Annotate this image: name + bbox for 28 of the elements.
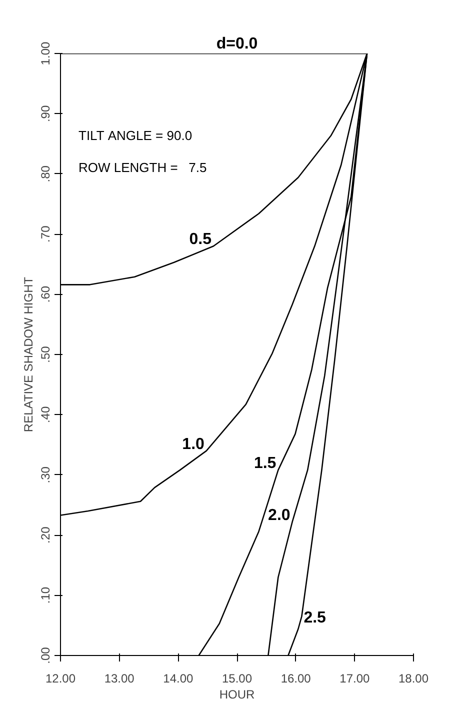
x-tick-label: 17.00	[340, 672, 370, 686]
series-label: 1.0	[182, 436, 205, 453]
y-tick-label: .70	[38, 225, 52, 242]
series-label: d=0.0	[216, 36, 258, 52]
y-tick-label: .60	[38, 286, 52, 303]
y-tick-label: .50	[38, 346, 52, 363]
x-tick-label: 16.00	[280, 672, 312, 686]
annotation: ROW LENGTH = 7.5	[78, 160, 207, 175]
series-label: 0.5	[189, 231, 212, 248]
y-tick-label: .30	[38, 466, 52, 484]
series-label: 2.0	[268, 506, 290, 524]
annotation: TILT ANGLE = 90.0	[78, 128, 192, 143]
x-tick-label: 12.00	[45, 672, 76, 686]
y-tick-label: .90	[38, 105, 52, 122]
x-tick-label: 15.00	[222, 672, 252, 686]
x-tick-label: 14.00	[163, 672, 194, 686]
series-label: 1.5	[254, 455, 276, 472]
x-tick-label: 18.00	[398, 672, 429, 686]
y-tick-label: .10	[38, 586, 52, 604]
y-tick-label: .00	[38, 646, 52, 664]
y-tick-label: 1.00	[38, 41, 52, 66]
y-tick-label: .40	[38, 406, 52, 424]
y-axis-title: RELATIVE SHADOW HIGHT	[22, 276, 36, 432]
x-axis-title: HOUR	[219, 688, 255, 702]
x-tick-label: 13.00	[104, 672, 135, 686]
series-label: 2.5	[304, 609, 326, 626]
y-tick-label: .20	[38, 526, 52, 544]
y-tick-label: .80	[38, 165, 52, 182]
